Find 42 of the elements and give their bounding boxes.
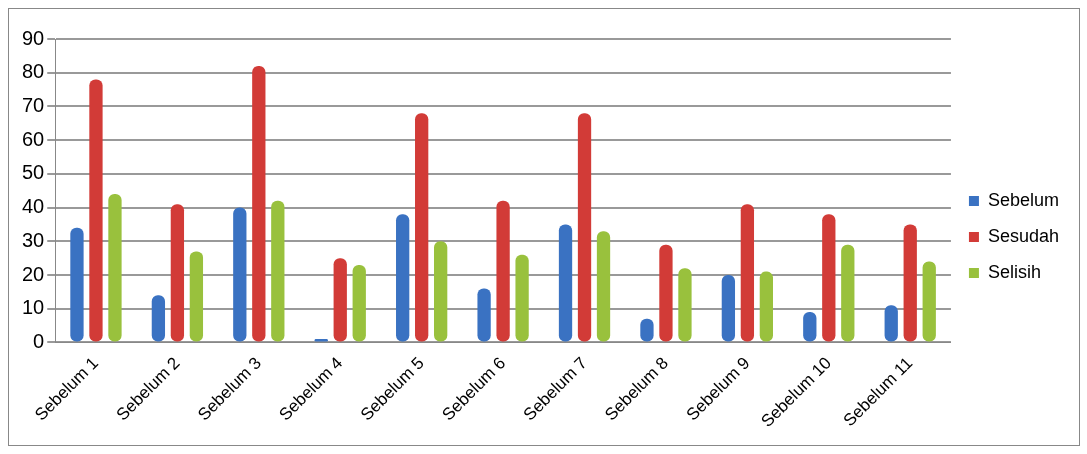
bar <box>922 261 936 342</box>
bar <box>903 224 917 342</box>
bar <box>170 204 185 342</box>
bar <box>515 254 529 342</box>
bar <box>721 274 736 342</box>
bar <box>189 251 204 342</box>
y-tick-label: 0 <box>33 329 45 352</box>
legend-label: Sebelum <box>987 189 1059 210</box>
bar <box>271 200 285 342</box>
y-tick-label: 50 <box>22 161 45 184</box>
y-tick-label: 20 <box>22 262 45 285</box>
legend-label: Selisih <box>987 261 1041 282</box>
y-tick-label: 80 <box>22 60 45 83</box>
bar <box>415 113 429 342</box>
y-tick-label: 70 <box>22 93 45 116</box>
bar <box>558 224 573 342</box>
y-tick-label: 10 <box>22 296 45 319</box>
bar <box>252 65 266 342</box>
bar <box>577 113 592 342</box>
y-tick-label: 30 <box>22 228 45 251</box>
bar <box>659 244 673 342</box>
bar <box>352 264 366 342</box>
y-tick-label: 90 <box>22 26 45 49</box>
bar <box>759 271 774 342</box>
bar <box>596 231 611 342</box>
bar <box>151 295 166 342</box>
bar <box>396 214 410 342</box>
y-tick-label: 40 <box>22 195 45 218</box>
bar <box>89 79 103 342</box>
bar <box>70 227 84 342</box>
bar <box>233 207 247 342</box>
bar <box>841 244 855 342</box>
bar <box>822 214 836 342</box>
bar <box>434 241 448 342</box>
bar <box>477 288 491 342</box>
bar <box>740 204 755 342</box>
bar <box>108 194 122 342</box>
bar <box>678 268 692 342</box>
legend-label: Sesudah <box>987 225 1059 246</box>
bar <box>333 258 347 342</box>
bar <box>496 200 510 342</box>
y-tick-label: 60 <box>22 127 45 150</box>
